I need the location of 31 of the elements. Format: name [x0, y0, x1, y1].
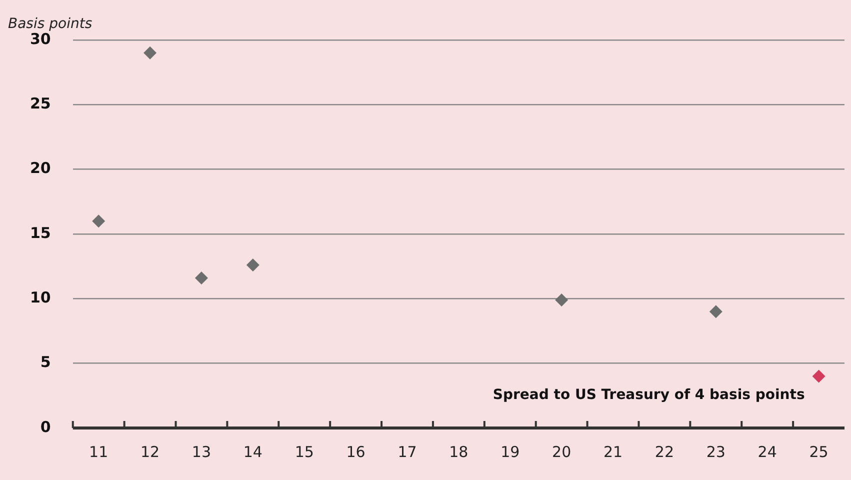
x-tick-label: 25: [809, 442, 828, 461]
point: [709, 305, 722, 318]
x-tick-label: 19: [500, 442, 520, 461]
y-tick-label: 20: [30, 159, 51, 178]
annotation: Spread to US Treasury of 4 basis points: [492, 386, 805, 403]
y-tick-label: 25: [30, 94, 51, 113]
x-tick-label: 18: [449, 442, 468, 461]
y-tick-label: 5: [40, 353, 51, 372]
y-tick-label: 0: [40, 418, 51, 436]
x-tick-label: 22: [654, 442, 674, 461]
point: [92, 214, 106, 228]
y-axis-title: Basis points: [8, 16, 92, 32]
x-tick-label: 14: [243, 442, 262, 461]
x-tick-label: 13: [192, 442, 212, 461]
y-tick-label: 10: [30, 288, 51, 307]
x-tick-label: 15: [294, 442, 314, 461]
x-tick-label: 11: [89, 442, 108, 461]
x-tick-label: 23: [706, 442, 726, 461]
x-tick-label: 17: [398, 442, 417, 461]
point: [246, 258, 260, 272]
x-tick-label: 12: [140, 442, 160, 461]
x-tick-label: 21: [603, 442, 623, 461]
y-tick-label: 15: [30, 224, 51, 242]
point: [555, 293, 568, 306]
y-tick-label: 30: [30, 30, 51, 48]
point: [144, 46, 157, 60]
point: [812, 370, 826, 383]
point: [194, 271, 208, 284]
x-tick-label: 20: [552, 442, 572, 461]
x-tick-label: 24: [758, 442, 777, 461]
x-tick-label: 16: [346, 442, 366, 461]
